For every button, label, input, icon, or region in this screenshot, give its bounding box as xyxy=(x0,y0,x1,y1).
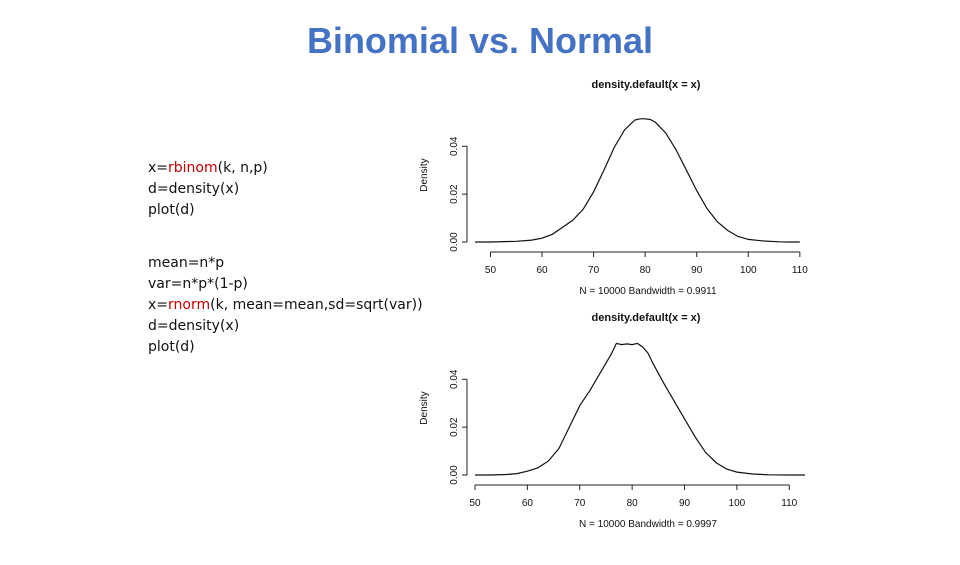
x-axis-label: N = 10000 Bandwidth = 0.9911 xyxy=(579,286,717,297)
code-normal-line: plot(d) xyxy=(148,337,423,358)
x-tick-label: 90 xyxy=(691,265,703,276)
x-tick-label: 60 xyxy=(522,498,534,509)
x-tick-label: 80 xyxy=(627,498,639,509)
code-binomial-line: plot(d) xyxy=(148,200,268,221)
density-plot-normal: density.default(x = x) 0.00 0.02 0.04 Densit… xyxy=(405,305,845,560)
code-normal-line: d=density(x) xyxy=(148,316,423,337)
x-tick-label: 110 xyxy=(792,265,808,276)
y-tick-label: 0.00 xyxy=(449,465,460,485)
x-tick-label: 90 xyxy=(679,498,691,509)
x-axis-label: N = 10000 Bandwidth = 0.9997 xyxy=(579,519,717,530)
code-normal-line: var=n*p*(1-p) xyxy=(148,274,423,295)
code-text: mean=n*p xyxy=(148,255,225,271)
chart-title: density.default(x = x) xyxy=(592,312,701,324)
code-text: d=density(x) xyxy=(148,181,240,197)
x-tick-label: 70 xyxy=(574,498,586,509)
y-axis-label: Density xyxy=(419,391,430,424)
code-normal-line: mean=n*p xyxy=(148,253,423,274)
density-line xyxy=(475,118,800,243)
chart-title: density.default(x = x) xyxy=(592,79,701,91)
code-text: plot(d) xyxy=(148,339,195,355)
function-name: rnorm xyxy=(168,297,211,313)
y-axis-label: Density xyxy=(419,158,430,191)
x-tick-label: 100 xyxy=(729,498,746,509)
x-tick-label: 50 xyxy=(469,498,481,509)
y-tick-label: 0.00 xyxy=(449,232,460,252)
x-tick-label: 60 xyxy=(536,265,548,276)
y-tick-label: 0.02 xyxy=(449,184,460,204)
y-tick-label: 0.02 xyxy=(449,417,460,437)
code-block-binomial: x=rbinom(k, n,p) d=density(x) plot(d) xyxy=(148,158,268,221)
code-block-normal: mean=n*p var=n*p*(1-p) x=rnorm(k, mean=mea… xyxy=(148,253,423,358)
code-text: d=density(x) xyxy=(148,318,240,334)
code-normal-line: x=rnorm(k, mean=mean,sd=sqrt(var)) xyxy=(148,295,423,316)
code-binomial-line: d=density(x) xyxy=(148,179,268,200)
code-text: x= xyxy=(148,160,169,176)
x-tick-label: 110 xyxy=(781,498,797,509)
code-text: plot(d) xyxy=(148,202,195,218)
x-tick-label: 50 xyxy=(485,265,497,276)
density-line xyxy=(475,342,805,476)
code-text: x= xyxy=(148,297,169,313)
x-tick-label: 70 xyxy=(588,265,600,276)
code-text: (k, n,p) xyxy=(217,160,268,176)
y-tick-label: 0.04 xyxy=(449,369,460,389)
y-tick-label: 0.04 xyxy=(449,136,460,156)
code-text: var=n*p*(1-p) xyxy=(148,276,248,292)
density-plot-binomial: density.default(x = x) 0.00 0.02 0.04 Densit… xyxy=(405,72,845,327)
x-tick-label: 80 xyxy=(640,265,652,276)
x-tick-label: 100 xyxy=(740,265,757,276)
code-binomial-line: x=rbinom(k, n,p) xyxy=(148,158,268,179)
function-name: rbinom xyxy=(168,160,218,176)
density-plot-binomial-svg: density.default(x = x) 0.00 0.02 0.04 Densit… xyxy=(419,79,808,297)
code-text: (k, mean=mean,sd=sqrt(var)) xyxy=(210,297,423,313)
slide-title: Binomial vs. Normal xyxy=(306,20,654,61)
density-plot-normal-svg: density.default(x = x) 0.00 0.02 0.04 Densit… xyxy=(419,312,805,530)
